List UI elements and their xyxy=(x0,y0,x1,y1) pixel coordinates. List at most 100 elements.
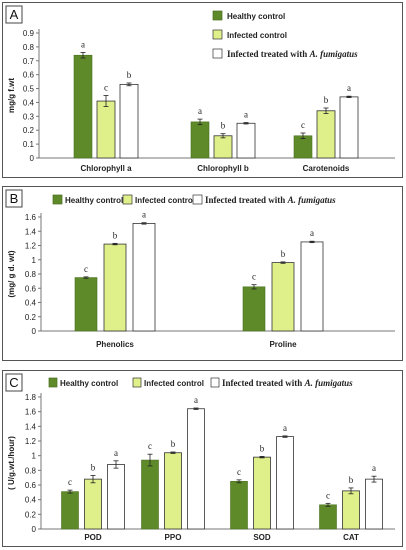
significance-letter: c xyxy=(148,441,152,451)
y-tick-label: 1.4 xyxy=(25,227,37,236)
y-tick-label: 0.6 xyxy=(23,71,35,80)
legend-swatch xyxy=(132,377,142,388)
chart-a: A 0 0.1 0.2 0.3 0.4 0.5 0.6 0.7 0.8 0.9 mg/g f.wt a c… xyxy=(5,5,395,173)
bar-c-2-0 xyxy=(230,481,248,530)
category-label: Chlorophyll a xyxy=(80,164,132,173)
panel-letter-box xyxy=(5,373,23,392)
y-axis-label: mg/g f.wt xyxy=(7,78,16,113)
y-tick-label: 0.9 xyxy=(23,29,35,38)
category-label: Proline xyxy=(269,340,297,349)
bar-c-3-1 xyxy=(342,490,360,530)
y-tick-label: 0.1 xyxy=(23,140,35,149)
y-tick-label: 0.4 xyxy=(23,98,35,107)
legend-label: Infected control xyxy=(227,31,287,40)
significance-letter: b xyxy=(127,70,132,80)
y-tick-label: 1 xyxy=(32,256,37,265)
legend-label: Infected control xyxy=(144,379,204,388)
bar-a-2-2 xyxy=(339,96,359,159)
y-tick-label: 0.8 xyxy=(23,43,35,52)
panel-letter: C xyxy=(9,375,18,390)
y-tick-label: 0.3 xyxy=(23,112,35,121)
y-axis-label: (mg/ g d. wt) xyxy=(7,250,16,297)
significance-letter: c xyxy=(237,467,241,477)
bar-a-0-0 xyxy=(73,54,93,159)
bar-a-0-2 xyxy=(119,83,139,159)
significance-letter: c xyxy=(104,83,108,93)
bar-c-0-2 xyxy=(107,464,125,530)
significance-letter: b xyxy=(91,462,96,472)
bar-a-1-1 xyxy=(213,135,233,159)
significance-letter: c xyxy=(252,272,256,282)
y-tick-label: 0.6 xyxy=(25,481,37,490)
significance-letter: a xyxy=(310,228,314,238)
category-label: CAT xyxy=(343,533,359,542)
y-axis-label: ( U/g.wt./hour) xyxy=(7,436,16,490)
legend-swatch xyxy=(212,48,223,59)
panel-letter-box xyxy=(5,189,23,208)
legend-label: Infected treated with A. fumigatus xyxy=(222,378,353,388)
y-tick-label: 0.2 xyxy=(25,313,37,322)
bar-c-2-2 xyxy=(276,436,294,530)
bar-b-0-2 xyxy=(132,223,156,332)
bar-b-1-1 xyxy=(271,262,295,332)
legend-label: Healthy control xyxy=(65,196,123,205)
legend-swatch xyxy=(52,194,63,205)
significance-letter: a xyxy=(142,210,146,220)
legend-label: Healthy control xyxy=(60,379,118,388)
category-label: Chlorophyll b xyxy=(197,164,249,173)
significance-letter: b xyxy=(221,121,226,131)
significance-letter: a xyxy=(198,106,202,116)
significance-letter: a xyxy=(114,448,118,458)
significance-letter: a xyxy=(372,463,376,473)
bar-c-1-2 xyxy=(187,408,205,530)
y-tick-label: 1.2 xyxy=(25,242,37,251)
significance-letter: a xyxy=(244,110,248,120)
panel-letter-box xyxy=(5,5,23,24)
panel-letter: A xyxy=(10,7,19,22)
y-tick-label: 0.8 xyxy=(25,270,37,279)
significance-letter: c xyxy=(68,477,72,487)
y-tick-label: 0.7 xyxy=(23,57,35,66)
bar-a-0-1 xyxy=(96,100,116,159)
bar-c-3-0 xyxy=(319,504,337,530)
bar-c-3-2 xyxy=(365,478,383,530)
panel-a: A 0 0.1 0.2 0.3 0.4 0.5 0.6 0.7 0.8 0.9 mg/g f.wt a c… xyxy=(2,2,403,178)
category-label: POD xyxy=(84,533,102,542)
y-tick-label: 1.8 xyxy=(25,393,37,402)
legend-swatch xyxy=(212,29,223,40)
y-tick-label: 1.6 xyxy=(25,408,37,417)
significance-letter: b xyxy=(324,95,329,105)
bar-c-0-1 xyxy=(84,478,102,530)
significance-letter: a xyxy=(81,39,85,49)
bar-b-1-2 xyxy=(300,241,324,332)
y-tick-label: 0.2 xyxy=(25,510,37,519)
legend-label: Infected control xyxy=(135,196,195,205)
bar-c-1-0 xyxy=(141,459,159,530)
chart-c: C 0 0.2 0.4 0.6 0.8 1 1.2 1.4 1.6 1.8 ( U/g.wt./hou… xyxy=(5,373,395,542)
y-tick-label: 0 xyxy=(32,327,37,336)
legend-swatch xyxy=(48,377,58,388)
significance-letter: a xyxy=(347,83,351,93)
category-label: PPO xyxy=(165,533,182,542)
legend-label: Infected treated with A. fumigatus xyxy=(205,195,336,205)
y-tick-label: 1.2 xyxy=(25,437,37,446)
y-tick-label: 1.4 xyxy=(25,422,37,431)
panel-b: B 0 0.2 0.4 0.6 0.8 1 1.2 1.4 1.6 (mg/ g d. wt) c b a… xyxy=(2,186,403,361)
significance-letter: a xyxy=(194,395,198,405)
category-label: Phenolics xyxy=(96,340,134,349)
y-tick-label: 0.4 xyxy=(25,496,37,505)
significance-letter: b xyxy=(171,439,176,449)
bar-a-1-0 xyxy=(190,121,210,159)
y-tick-label: 1 xyxy=(32,452,37,461)
category-label: SOD xyxy=(253,533,271,542)
panel-letter: B xyxy=(10,191,19,206)
bar-c-0-0 xyxy=(61,491,79,530)
y-tick-label: 0.6 xyxy=(25,284,37,293)
significance-letter: b xyxy=(113,230,118,240)
legend-swatch xyxy=(192,194,203,205)
chart-b: B 0 0.2 0.4 0.6 0.8 1 1.2 1.4 1.6 (mg/ g d. wt) c b a… xyxy=(5,189,395,349)
significance-letter: c xyxy=(301,120,305,130)
y-tick-label: 0.4 xyxy=(25,299,37,308)
y-tick-label: 0.2 xyxy=(23,126,35,135)
legend-swatch xyxy=(122,194,133,205)
